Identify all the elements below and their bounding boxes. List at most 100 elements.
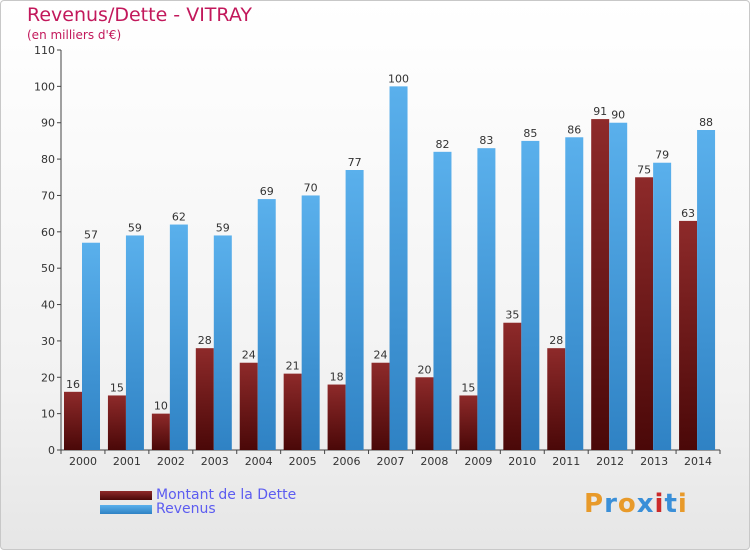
chart-bars bbox=[64, 86, 716, 451]
x-tick-label: 2000 bbox=[69, 455, 97, 468]
bar-debt bbox=[415, 377, 434, 450]
bar-debt-value-label: 15 bbox=[110, 381, 124, 394]
bar-debt bbox=[459, 395, 478, 450]
logo-letter: o bbox=[617, 489, 637, 519]
bar-debt bbox=[151, 413, 170, 450]
y-tick-label: 100 bbox=[34, 80, 55, 93]
chart-labels: 16 15 10 28 24 21 18 24 20 15 35 28 91 75 63 57 59 62 59 69… bbox=[66, 72, 713, 412]
y-tick-label: 20 bbox=[41, 371, 55, 384]
proxiti-logo: Proxiti bbox=[584, 489, 688, 519]
bar-revenue bbox=[169, 224, 188, 450]
x-tick-label: 2012 bbox=[596, 455, 624, 468]
bar-debt-value-label: 28 bbox=[549, 334, 563, 347]
y-tick-label: 50 bbox=[41, 262, 55, 275]
bar-debt-value-label: 20 bbox=[417, 363, 431, 376]
x-tick-label: 2008 bbox=[420, 455, 448, 468]
chart-axes: 0 10 20 30 40 50 60 70 80 90 100 110 2000 2001 2002 200… bbox=[34, 44, 721, 468]
bar-revenue bbox=[521, 140, 540, 450]
y-tick-label: 80 bbox=[41, 153, 55, 166]
bar-revenue bbox=[565, 137, 584, 451]
x-tick-label: 2013 bbox=[640, 455, 668, 468]
bar-debt-value-label: 35 bbox=[505, 309, 519, 322]
bar-revenue-value-label: 70 bbox=[304, 181, 318, 194]
bar-debt-value-label: 21 bbox=[286, 360, 300, 373]
bar-revenue-value-label: 79 bbox=[655, 149, 669, 162]
x-tick-label: 2003 bbox=[201, 455, 229, 468]
bar-revenue bbox=[345, 170, 364, 450]
bar-debt-value-label: 18 bbox=[330, 371, 344, 384]
bar-debt bbox=[635, 177, 654, 451]
x-tick-label: 2002 bbox=[157, 455, 185, 468]
bar-revenue-value-label: 88 bbox=[699, 116, 713, 129]
y-tick-label: 30 bbox=[41, 335, 55, 348]
bar-debt-value-label: 10 bbox=[154, 400, 168, 413]
y-tick-label: 0 bbox=[48, 444, 55, 457]
chart-subtitle: (en milliers d'€) bbox=[27, 28, 122, 42]
bar-debt-value-label: 24 bbox=[374, 349, 388, 362]
bar-debt bbox=[679, 220, 698, 450]
y-tick-label: 40 bbox=[41, 299, 55, 312]
bar-debt bbox=[327, 384, 346, 450]
bar-debt bbox=[239, 362, 258, 450]
bar-debt-value-label: 24 bbox=[242, 349, 256, 362]
legend-swatch-debt bbox=[100, 491, 152, 500]
x-tick-label: 2005 bbox=[289, 455, 317, 468]
bar-revenue bbox=[213, 235, 232, 450]
chart-title: Revenus/Dette - VITRAY bbox=[27, 4, 252, 26]
y-tick-label: 70 bbox=[41, 189, 55, 202]
bar-revenue-value-label: 59 bbox=[216, 221, 230, 234]
bar-revenue bbox=[477, 148, 496, 450]
bar-revenue bbox=[125, 235, 144, 450]
x-tick-label: 2014 bbox=[684, 455, 712, 468]
logo-letter: r bbox=[604, 489, 618, 519]
bar-debt-value-label: 75 bbox=[637, 163, 651, 176]
bar-revenue bbox=[257, 199, 276, 450]
bar-revenue bbox=[433, 151, 452, 450]
bar-revenue bbox=[697, 130, 716, 450]
x-tick-label: 2009 bbox=[464, 455, 492, 468]
bar-debt bbox=[547, 348, 566, 450]
bar-debt-value-label: 91 bbox=[593, 105, 607, 118]
logo-letter: t bbox=[664, 489, 678, 519]
bar-revenue bbox=[82, 242, 100, 450]
bar-debt-value-label: 15 bbox=[461, 381, 475, 394]
bar-revenue-value-label: 69 bbox=[260, 185, 274, 198]
bar-revenue-value-label: 85 bbox=[523, 127, 537, 140]
y-tick-label: 10 bbox=[41, 408, 55, 421]
logo-letter: x bbox=[636, 489, 655, 519]
x-tick-label: 2004 bbox=[245, 455, 273, 468]
bar-revenue-value-label: 59 bbox=[128, 221, 142, 234]
bar-revenue-value-label: 57 bbox=[84, 229, 98, 242]
x-tick-label: 2001 bbox=[113, 455, 141, 468]
x-tick-label: 2010 bbox=[508, 455, 536, 468]
y-tick-label: 110 bbox=[34, 44, 55, 57]
y-tick-label: 60 bbox=[41, 226, 55, 239]
x-tick-label: 2011 bbox=[552, 455, 580, 468]
bar-revenue bbox=[653, 162, 672, 450]
logo-letter: i bbox=[677, 489, 688, 519]
x-tick-label: 2007 bbox=[377, 455, 405, 468]
bar-debt-value-label: 63 bbox=[681, 207, 695, 220]
bar-debt-value-label: 28 bbox=[198, 334, 212, 347]
bar-revenue-value-label: 86 bbox=[567, 123, 581, 136]
bar-revenue-value-label: 90 bbox=[611, 109, 625, 122]
bar-debt-value-label: 16 bbox=[66, 378, 80, 391]
bar-debt bbox=[371, 362, 390, 450]
x-tick-label: 2006 bbox=[333, 455, 361, 468]
bar-debt bbox=[107, 395, 126, 450]
bar-debt bbox=[591, 119, 610, 450]
bar-revenue bbox=[609, 122, 628, 451]
bar-debt bbox=[64, 391, 82, 450]
y-tick-label: 90 bbox=[41, 117, 55, 130]
logo-letter: P bbox=[584, 489, 605, 519]
bar-revenue bbox=[301, 195, 320, 450]
bar-revenue-value-label: 82 bbox=[435, 138, 449, 151]
bar-revenue-value-label: 77 bbox=[348, 156, 362, 169]
bar-revenue-value-label: 62 bbox=[172, 211, 186, 224]
bar-revenue bbox=[389, 86, 408, 450]
bar-revenue-value-label: 100 bbox=[388, 72, 409, 85]
bar-debt bbox=[195, 348, 214, 450]
legend-label-debt: Montant de la Dette bbox=[156, 487, 297, 503]
legend-label-revenue: Revenus bbox=[156, 501, 216, 517]
